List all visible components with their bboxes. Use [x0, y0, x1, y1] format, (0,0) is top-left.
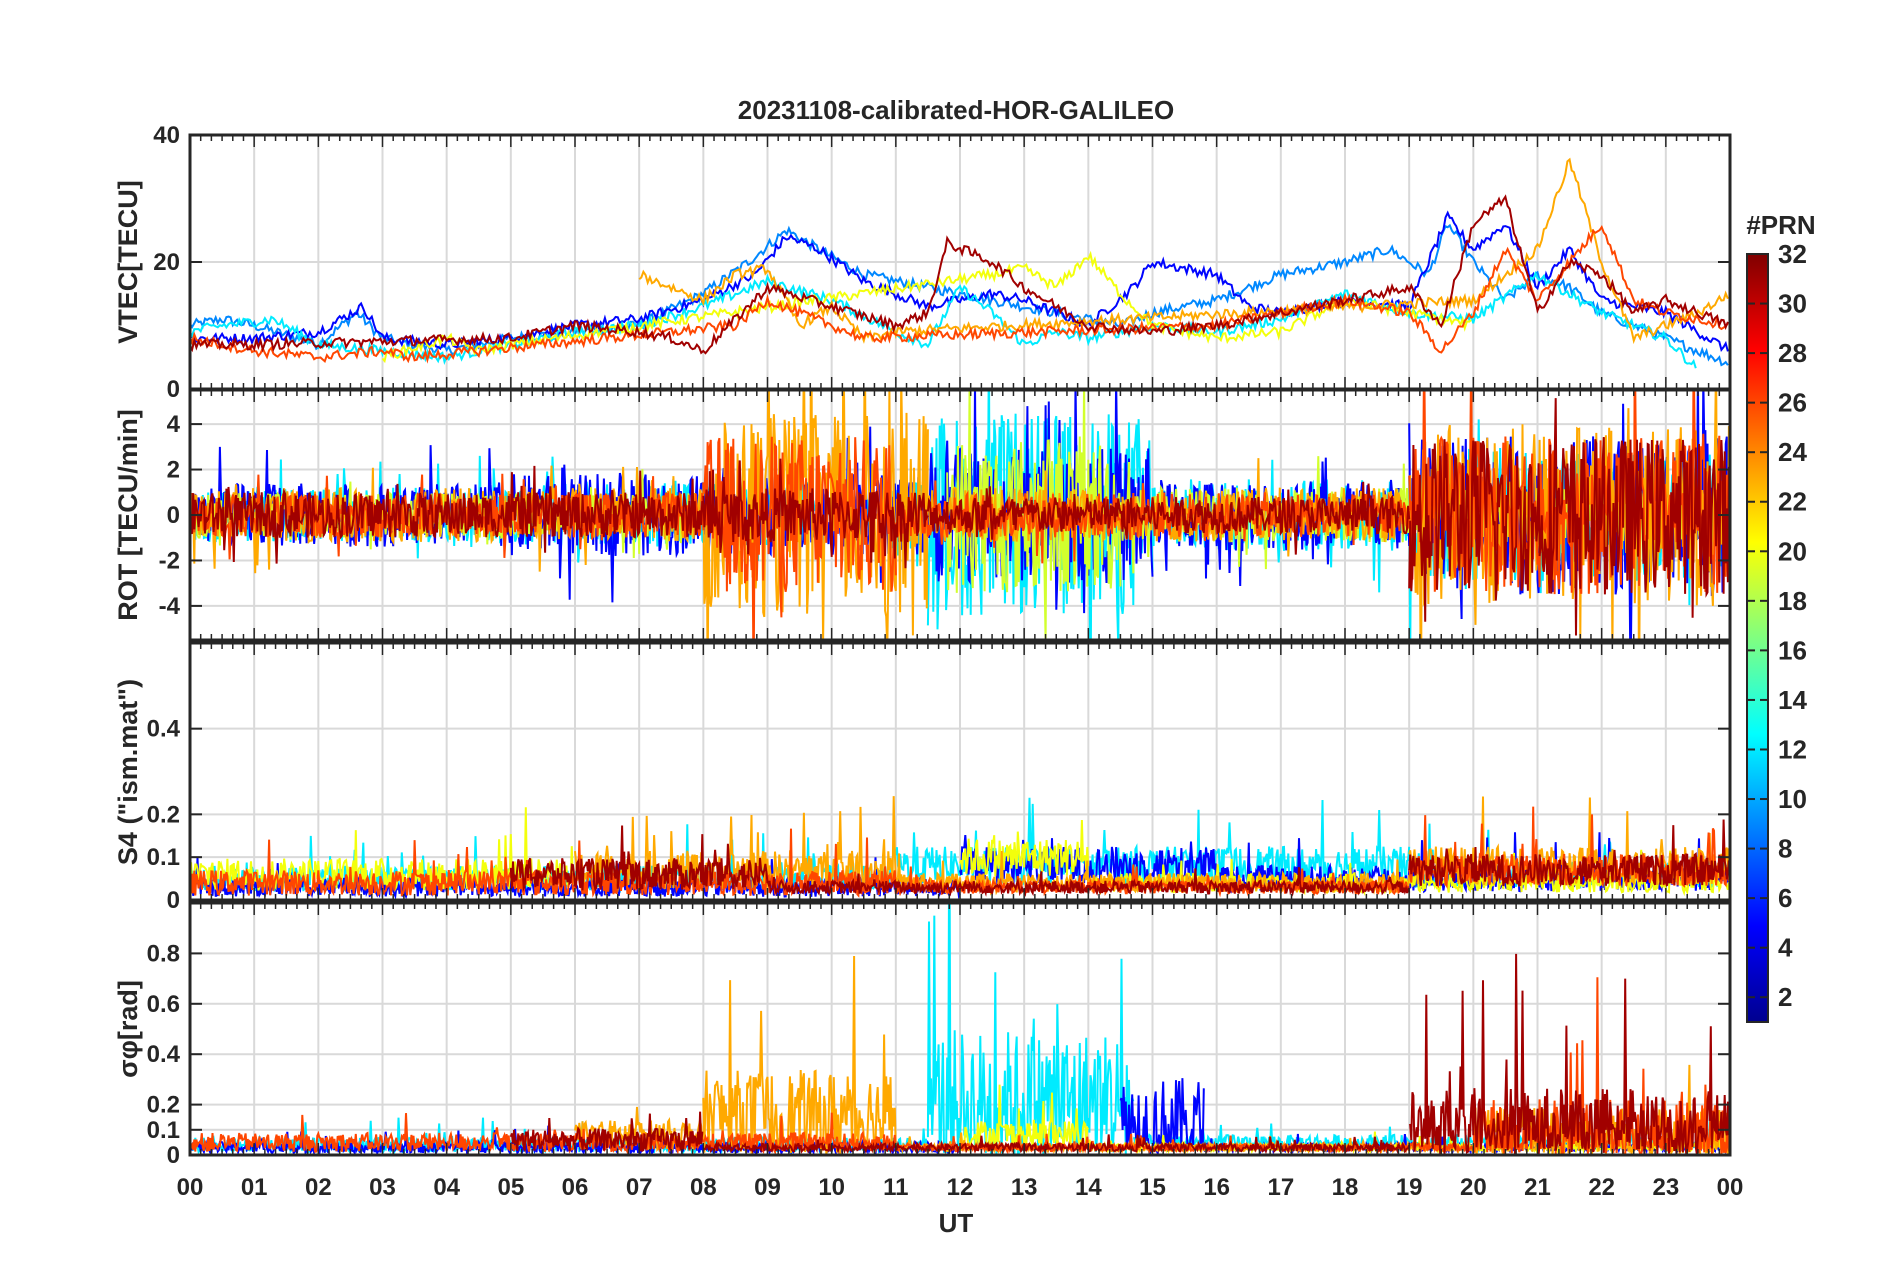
y-tick-label: 0: [167, 502, 180, 529]
x-tick-label: 00: [177, 1174, 204, 1201]
panel-vtec: 0 20 40 VTEC[TECU]: [113, 122, 1732, 403]
y-tick-label: 0.1: [147, 1117, 180, 1144]
colorbar-tick-label: 16: [1778, 635, 1807, 665]
y-tick-label: 40: [153, 122, 180, 149]
colorbar-tick-label: 12: [1778, 734, 1807, 764]
x-tick-label: 01: [241, 1174, 268, 1201]
x-tick-label: 17: [1267, 1174, 1294, 1201]
y-tick-label: 0: [167, 887, 180, 914]
x-tick-label: 10: [818, 1174, 845, 1201]
colorbar-tick-label: 4: [1778, 933, 1793, 963]
y-axis-label-rot: ROT [TECU/min]: [113, 409, 143, 620]
y-axis-label-vtec: VTEC[TECU]: [113, 180, 143, 344]
x-tick-label: 19: [1396, 1174, 1423, 1201]
x-tick-label: 16: [1203, 1174, 1230, 1201]
y-tick-label: -2: [159, 547, 180, 574]
x-tick-label: 08: [690, 1174, 717, 1201]
colorbar-tick-label: 10: [1778, 784, 1807, 814]
colorbar-tick-label: 32: [1778, 239, 1807, 269]
colorbar-tick-label: 28: [1778, 338, 1807, 368]
y-tick-label: 0.4: [147, 1041, 181, 1068]
series-line-prn-23: [638, 157, 1729, 345]
x-tick-label: 13: [1011, 1174, 1038, 1201]
x-tick-label: 03: [369, 1174, 396, 1201]
y-tick-label: 0.4: [147, 716, 181, 743]
x-tick-label: 04: [433, 1174, 460, 1201]
colorbar-tick-label: 6: [1778, 883, 1792, 913]
colorbar-tick-label: 8: [1778, 834, 1792, 864]
x-tick-label: 07: [626, 1174, 653, 1201]
x-tick-label: 18: [1332, 1174, 1359, 1201]
x-tick-label: 21: [1524, 1174, 1551, 1201]
x-tick-label: 14: [1075, 1174, 1102, 1201]
series-line-prn-26: [190, 224, 1729, 364]
y-tick-label: 0.8: [147, 940, 180, 967]
colorbar-label: #PRN: [1746, 210, 1815, 240]
y-tick-label: 0: [167, 376, 180, 403]
colorbar-tick-label: 26: [1778, 388, 1807, 418]
colorbar-tick-label: 2: [1778, 982, 1792, 1012]
x-tick-label: 09: [754, 1174, 781, 1201]
colorbar-gradient: [1746, 253, 1769, 1023]
colorbar-tick-label: 22: [1778, 487, 1807, 517]
y-tick-label: 0: [167, 1142, 180, 1169]
panel-s4: 0 0.1 0.2 0.4S4 ("ism.mat"): [113, 641, 1732, 914]
x-tick-label: 23: [1652, 1174, 1679, 1201]
colorbar-tick-label: 14: [1778, 685, 1807, 715]
series-line-prn-31: [190, 194, 1729, 355]
y-tick-label: 4: [167, 411, 181, 438]
x-tick-label: 06: [562, 1174, 589, 1201]
x-tick-label: 11: [883, 1174, 908, 1201]
y-tick-label: 2: [167, 457, 180, 484]
series-line-prn-20: [381, 250, 1472, 364]
y-tick-label: 0.2: [147, 801, 180, 828]
x-tick-label: 05: [497, 1174, 524, 1201]
colorbar-tick-label: 30: [1778, 289, 1807, 319]
series-line-prn-31: [190, 398, 1730, 636]
colorbar-tick-label: 20: [1778, 536, 1807, 566]
y-tick-label: -4: [159, 593, 181, 620]
x-axis-label: UT: [939, 1208, 974, 1238]
colorbar-tick-label: 18: [1778, 586, 1807, 616]
y-axis-label-sigma_phi: σφ[rad]: [113, 980, 143, 1078]
x-tick-label: 15: [1139, 1174, 1166, 1201]
panel-sigma_phi: 00.10.2 0.4 0.6 0.8σφ[rad]: [113, 901, 1732, 1169]
x-tick-label: 12: [947, 1174, 974, 1201]
x-tick-labels: 00 01 02 03 04 05 06 07 08 09 10 11 12 13 14 15 16 17 18 19…: [177, 1174, 1744, 1201]
y-tick-label: 0.6: [147, 991, 180, 1018]
x-tick-label: 00: [1717, 1174, 1744, 1201]
series-group-rot: [190, 390, 1730, 640]
panel-rot: -4 -2 0 2 4 ROT [TECU/min]: [113, 388, 1732, 642]
series-line-prn-9: [190, 223, 1729, 367]
y-axis-label-s4: S4 ("ism.mat"): [113, 679, 143, 865]
chart-title: 20231108-calibrated-HOR-GALILEO: [738, 95, 1174, 125]
colorbar-tick-label: 24: [1778, 437, 1807, 467]
y-tick-label: 0.2: [147, 1092, 180, 1119]
y-tick-label: 0.1: [147, 844, 180, 871]
series-group-vtec: [190, 157, 1729, 369]
x-tick-label: 02: [305, 1174, 332, 1201]
y-tick-label: 20: [153, 249, 180, 276]
x-tick-label: 22: [1588, 1174, 1615, 1201]
x-tick-label: 20: [1460, 1174, 1487, 1201]
